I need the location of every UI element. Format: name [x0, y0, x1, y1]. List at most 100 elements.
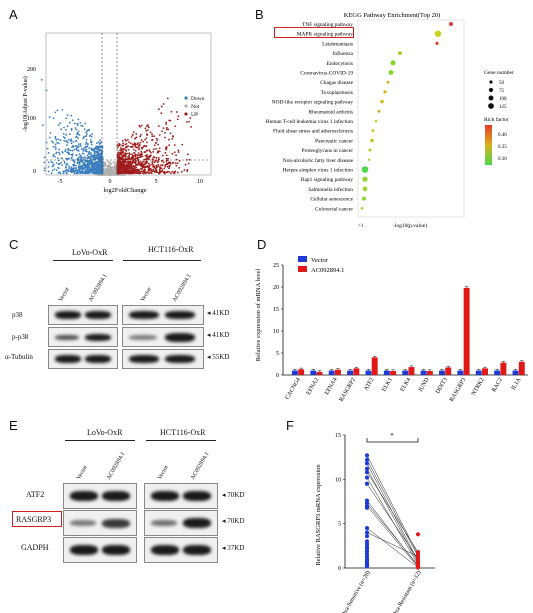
volcano-point [84, 170, 87, 173]
volcano-point [80, 124, 83, 127]
kegg-size-legend-50: 50 [499, 81, 505, 86]
scatter-pair-lines [366, 455, 419, 568]
volcano-point [91, 168, 94, 171]
volcano-point [128, 152, 130, 155]
bar-category-label: EFNA2 [306, 377, 321, 396]
volcano-point [94, 148, 97, 150]
volcano-point [153, 144, 156, 147]
blot-c-row1-kd: ◂ 41KD [207, 309, 229, 317]
volcano-point [168, 144, 171, 147]
kegg-labels: TNF signaling pathway MAPK signaling path… [266, 22, 354, 212]
volcano-point [54, 111, 57, 114]
volcano-point [61, 157, 63, 160]
volcano-point [84, 135, 87, 138]
volcano-point [149, 150, 151, 153]
volcano-point [96, 163, 98, 165]
scatter-ylabel: Relative RASGRP3 mRNA expression [315, 464, 322, 566]
volcano-point [104, 161, 107, 164]
volcano-point [58, 153, 61, 156]
volcano-point [70, 166, 73, 169]
volcano-point [156, 139, 159, 142]
bar-vector [439, 370, 445, 375]
arrow-left-icon: ◂ [222, 491, 228, 499]
volcano-point [81, 172, 84, 175]
volcano-point [126, 138, 129, 141]
volcano-point [57, 163, 60, 166]
volcano-point [140, 133, 142, 136]
volcano-point [123, 158, 126, 161]
volcano-point [125, 145, 128, 148]
volcano-point [56, 157, 59, 159]
kegg-size-legend-125: 125 [499, 105, 507, 110]
volcano-point [139, 160, 142, 163]
panel-label-d: D [257, 237, 267, 252]
volcano-point [84, 148, 87, 151]
volcano-point [47, 152, 50, 154]
volcano-point [126, 164, 129, 166]
volcano-point [125, 161, 128, 164]
volcano-point [75, 128, 78, 131]
blot-e-atf2-hct [144, 483, 218, 509]
bar-category-label: RAC2 [491, 377, 504, 393]
volcano-point [54, 155, 56, 158]
volcano-point [59, 139, 62, 141]
volcano-point [142, 172, 145, 175]
volcano-point [133, 165, 136, 168]
volcano-point [72, 144, 74, 147]
volcano-point [66, 151, 68, 154]
volcano-point [81, 168, 84, 170]
volcano-point [63, 170, 65, 173]
bar-vector [310, 370, 317, 375]
volcano-point [135, 169, 138, 171]
scatter-pair-line [366, 505, 419, 568]
kegg-bubble [380, 99, 384, 104]
kegg-size-legend-title: Gene number [484, 70, 514, 76]
volcano-point [134, 149, 137, 152]
volcano-point [105, 164, 108, 167]
kegg-bubble [388, 70, 394, 75]
volcano-point [90, 143, 93, 146]
volcano-point [52, 141, 55, 144]
volcano-point [134, 171, 136, 174]
volcano-point [146, 171, 148, 174]
volcano-point [92, 166, 95, 169]
volcano-point [64, 148, 67, 151]
volcano-point [65, 171, 68, 174]
mrna-bar-chart: 0 5 10 15 20 25 CACNG4 EFNA2 EFNA4 RASGRP2 ATF2 EL… [255, 256, 528, 403]
volcano-point [133, 167, 135, 170]
volcano-point [170, 110, 173, 113]
volcano-point [151, 170, 154, 173]
volcano-point [175, 164, 178, 167]
volcano-point [146, 129, 149, 131]
volcano-point [53, 168, 56, 171]
volcano-point [162, 103, 165, 105]
volcano-point [78, 163, 81, 166]
volcano-point [140, 139, 143, 141]
volcano-point [189, 117, 192, 119]
volcano-point [99, 174, 102, 176]
kegg-size-legend-dot-75 [488, 87, 494, 93]
volcano-point [83, 172, 86, 175]
volcano-point [67, 170, 70, 173]
blot-e-gapdh-hct [144, 537, 218, 563]
volcano-point [152, 150, 155, 153]
scatter-point-sensitive [364, 475, 370, 480]
volcano-point [75, 145, 78, 147]
volcano-point [89, 151, 92, 154]
volcano-point [75, 154, 78, 156]
volcano-point [139, 135, 142, 138]
volcano-point [137, 162, 140, 165]
volcano-point [56, 109, 59, 112]
volcano-point [167, 157, 170, 160]
volcano-point [75, 148, 78, 151]
bar-category-label: DDIT3 [435, 377, 449, 395]
volcano-point [83, 156, 86, 159]
volcano-point [119, 173, 122, 176]
volcano-point [104, 169, 106, 172]
volcano-point [52, 155, 55, 157]
volcano-point [70, 139, 73, 142]
volcano-point [167, 128, 170, 131]
volcano-point [95, 142, 98, 145]
volcano-point [143, 163, 146, 166]
volcano-point [121, 149, 124, 152]
